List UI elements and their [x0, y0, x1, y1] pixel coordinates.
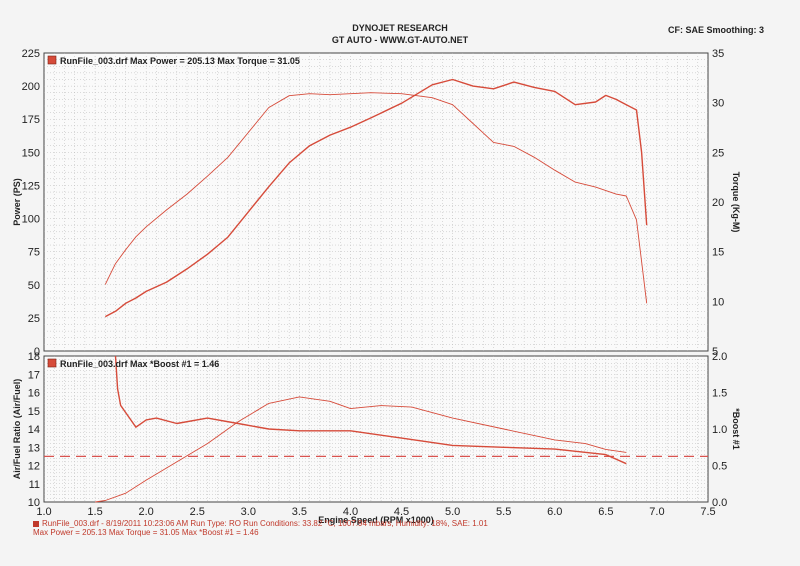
top-legend-swatch — [47, 55, 57, 65]
x-tick-label: 3.0 — [241, 506, 256, 518]
bottom-y-tick-label: 17 — [28, 369, 40, 381]
bottom-y2-tick-label: 2.0 — [712, 351, 727, 363]
top-y-tick-label: 0 — [34, 346, 40, 358]
power-torque-chart: 0 25 50 75 100 125 150 175 200 225 5 10 15 20 25 30 35 Po… — [12, 48, 741, 358]
top-y-tick-label: 225 — [22, 48, 40, 60]
bottom-y-tick-label: 11 — [29, 479, 40, 491]
top-y2-tick-label: 5 — [712, 346, 718, 358]
x-tick-label: 5.0 — [445, 506, 460, 518]
top-y-tick-label: 175 — [22, 114, 40, 126]
bottom-y-tick-label: 10 — [28, 497, 40, 509]
top-series-power — [104, 78, 648, 318]
x-tick-label: 2.5 — [190, 506, 205, 518]
bottom-y2-axis-title: *Boost #1 — [731, 408, 741, 450]
x-tick-label: 1.0 — [36, 506, 51, 518]
footer-line-2: Max Power = 205.13 Max Torque = 31.05 Ma… — [33, 528, 259, 537]
bottom-series-afr — [114, 355, 627, 465]
bottom-y2-tick-label: 0.5 — [712, 461, 727, 473]
bottom-y-tick-label: 15 — [28, 406, 40, 418]
bottom-y-axis-title: Air/Fuel Ratio (Air/Fuel) — [12, 379, 22, 480]
bottom-y-tick-label: 13 — [28, 442, 40, 454]
x-axis-title: Engine Speed (RPM x1000) — [318, 515, 434, 525]
top-plot-area — [43, 52, 709, 352]
bottom-series-boost — [95, 396, 627, 503]
afr-boost-chart: 10 11 12 13 14 15 16 17 18 0.0 0.5 1.0 1.5 2.0 Air/Fue… — [12, 351, 741, 525]
bottom-y-tick-label: 16 — [28, 388, 40, 400]
chart-header: DYNOJET RESEARCH GT AUTO - WWW.GT-AUTO.N… — [0, 22, 800, 46]
x-tick-label: 1.5 — [87, 506, 102, 518]
correction-factor-label: CF: SAE Smoothing: 3 — [668, 25, 764, 35]
top-y-tick-label: 150 — [22, 147, 40, 159]
x-tick-label: 5.5 — [496, 506, 511, 518]
legend-swatch-icon — [33, 520, 39, 527]
top-y2-tick-label: 20 — [712, 197, 724, 209]
x-tick-label: 6.0 — [547, 506, 562, 518]
header-subtitle: GT AUTO - WWW.GT-AUTO.NET — [331, 35, 469, 45]
x-tick-label: 4.0 — [343, 506, 358, 518]
bottom-legend-swatch — [47, 358, 57, 368]
x-tick-label: 7.5 — [700, 506, 715, 518]
top-y-tick-label: 25 — [28, 313, 40, 325]
top-y2-tick-label: 10 — [712, 296, 724, 308]
header-title: DYNOJET RESEARCH — [352, 23, 448, 33]
bottom-y2-tick-label: 0.0 — [712, 497, 727, 509]
top-series-torque — [104, 92, 648, 304]
top-y2-tick-label: 25 — [712, 147, 724, 159]
footer-line-1: RunFile_003.drf - 8/19/2011 10:23:06 AM … — [33, 519, 488, 528]
bottom-legend-label: RunFile_003.drf Max *Boost #1 = 1.46 — [60, 359, 219, 369]
bottom-y2-tick-label: 1.5 — [712, 388, 727, 400]
top-y-tick-label: 200 — [22, 81, 40, 93]
top-y2-axis-title: Torque (Kg-M) — [731, 172, 741, 233]
x-tick-label: 3.5 — [292, 506, 307, 518]
top-y2-tick-label: 15 — [712, 247, 724, 259]
bottom-y-tick-label: 18 — [28, 351, 40, 363]
x-tick-label: 6.5 — [598, 506, 613, 518]
bottom-plot-area — [43, 355, 709, 503]
top-y2-tick-label: 30 — [712, 98, 724, 110]
x-tick-label: 2.0 — [139, 506, 154, 518]
bottom-y2-tick-label: 1.0 — [712, 424, 727, 436]
bottom-y-tick-label: 14 — [28, 424, 40, 436]
top-legend-label: RunFile_003.drf Max Power = 205.13 Max T… — [60, 56, 300, 66]
top-y-tick-label: 75 — [28, 247, 40, 259]
top-y2-tick-label: 35 — [712, 48, 724, 60]
bottom-y-tick-label: 12 — [28, 461, 40, 473]
x-tick-label: 7.0 — [649, 506, 664, 518]
top-y-tick-label: 125 — [22, 180, 40, 192]
top-y-tick-label: 100 — [22, 214, 40, 226]
x-tick-label: 4.5 — [394, 506, 409, 518]
top-y-axis-title: Power (PS) — [12, 178, 22, 226]
run-footer: RunFile_003.drf - 8/19/2011 10:23:06 AM … — [33, 519, 488, 537]
top-y-tick-label: 50 — [28, 280, 40, 292]
